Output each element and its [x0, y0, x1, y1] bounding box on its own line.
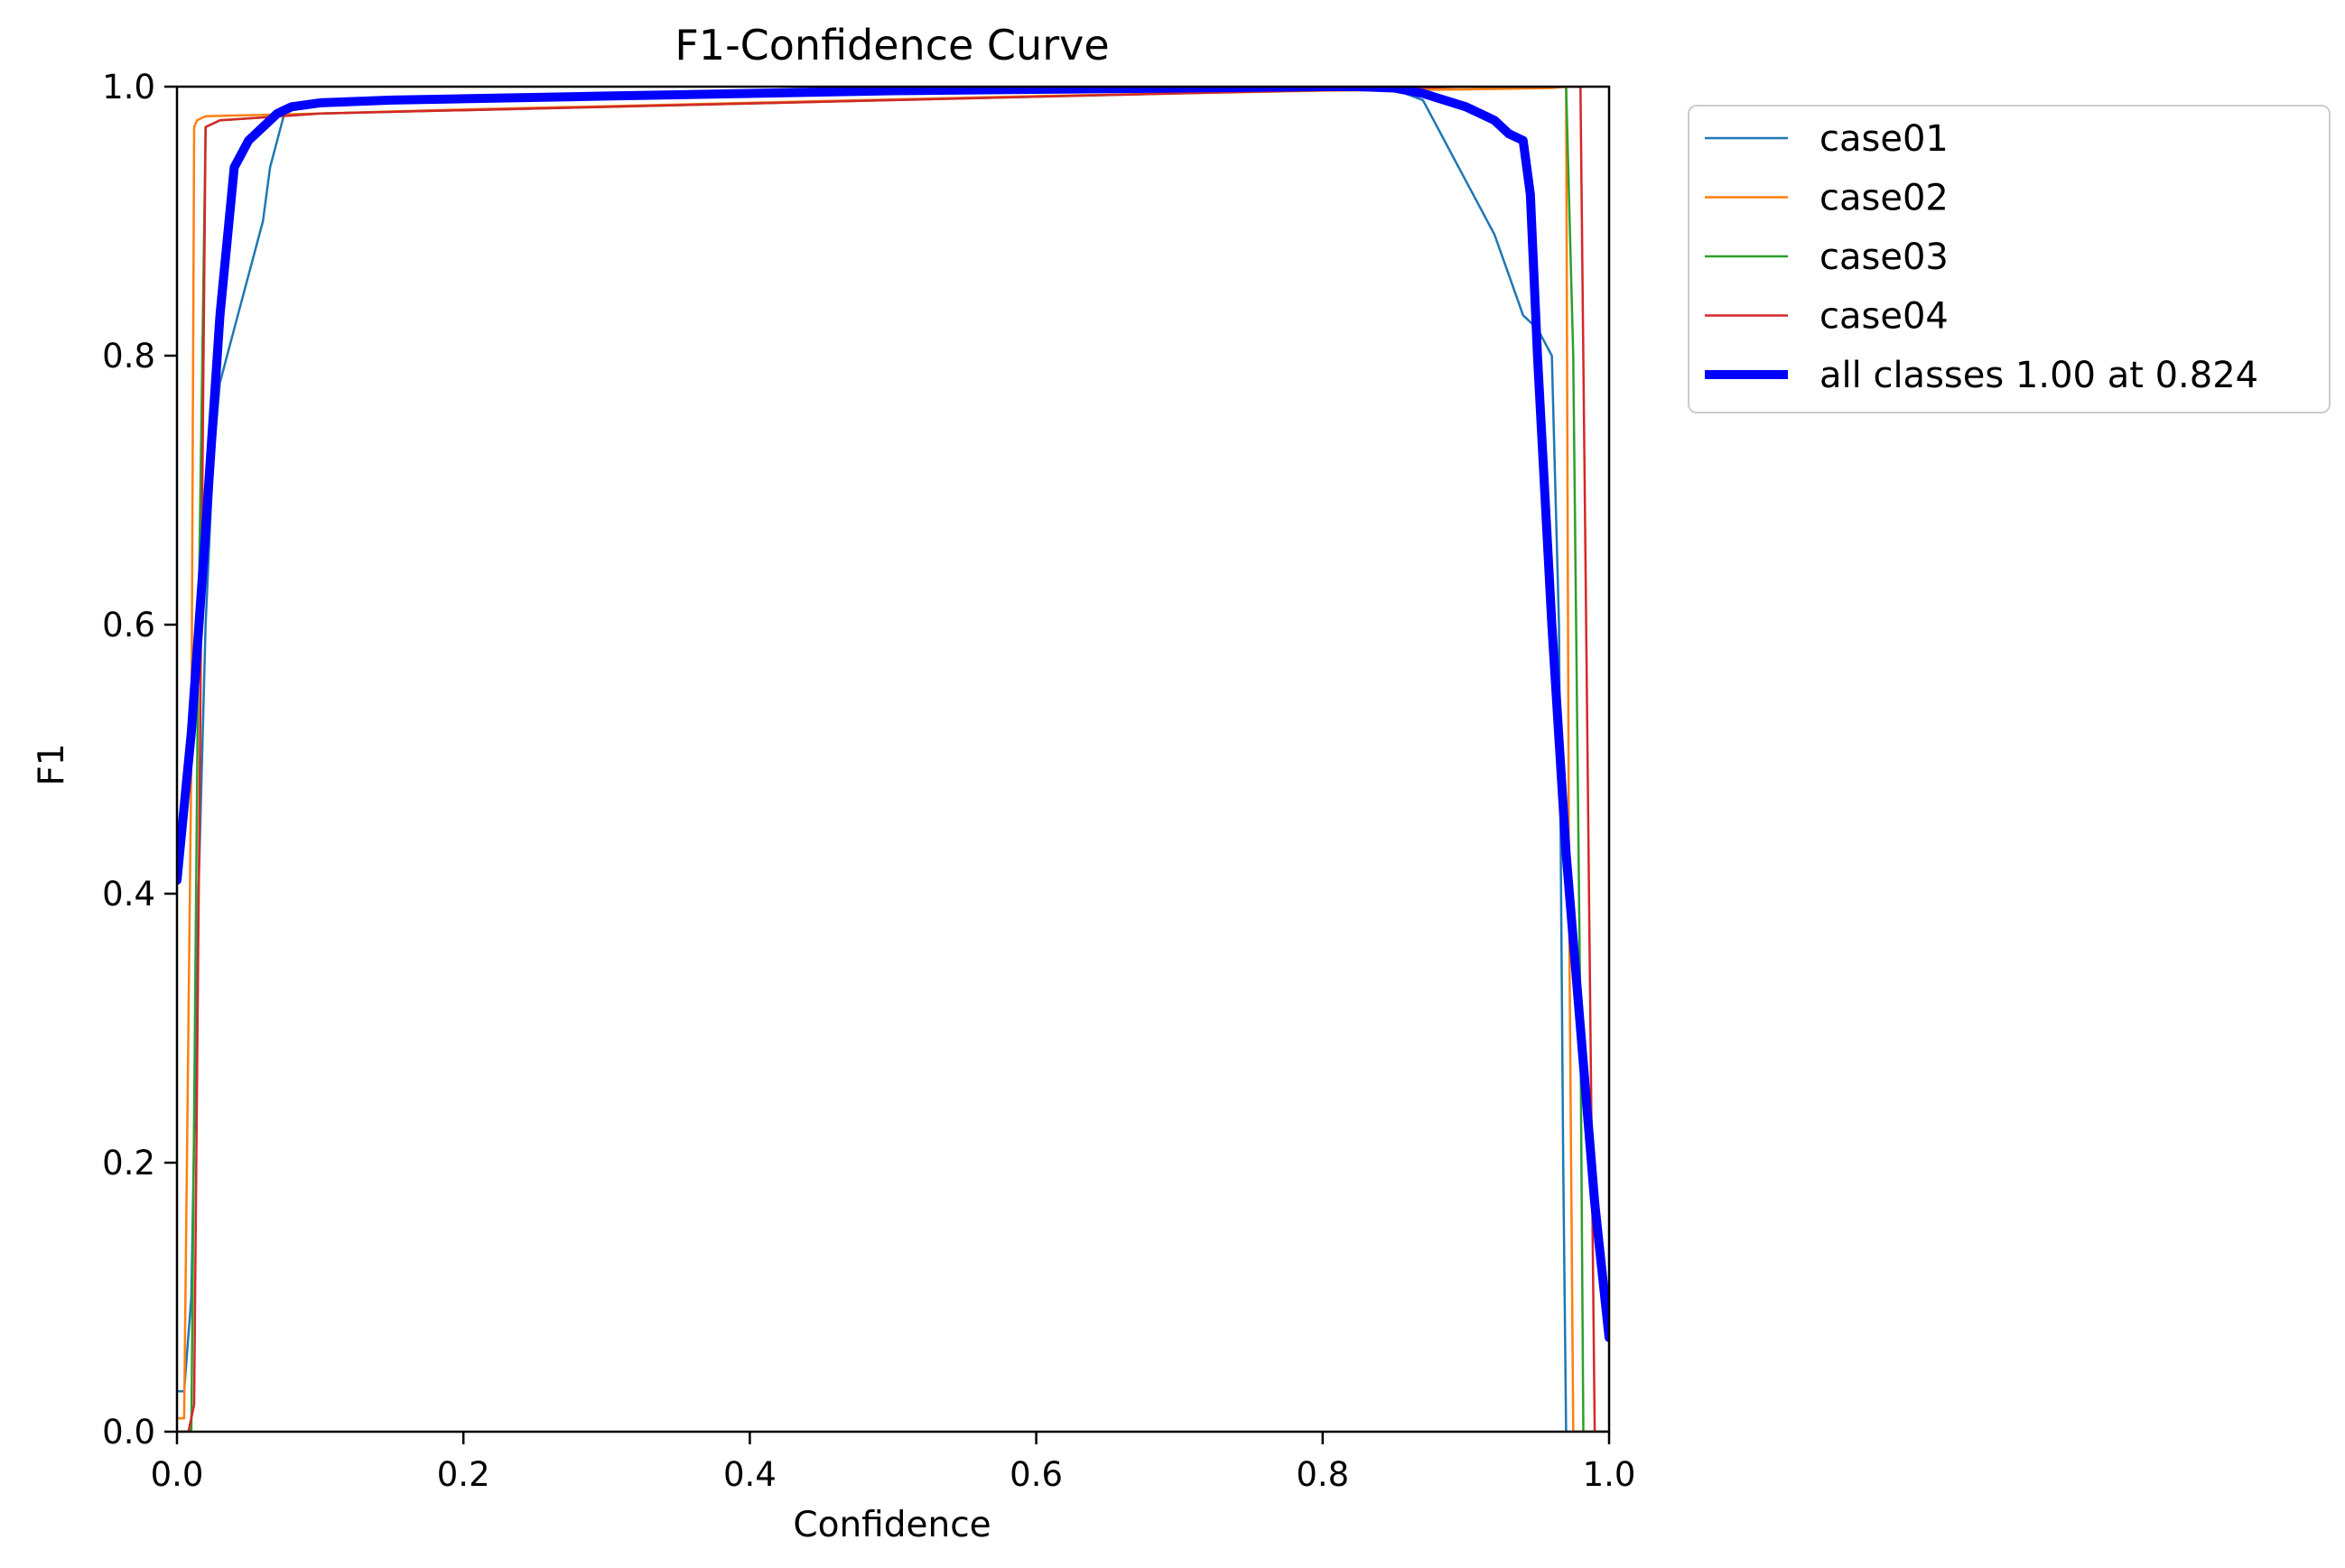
- legend-entry-label: case03: [1819, 237, 1949, 278]
- x-tick-label: 0.4: [723, 1455, 777, 1494]
- series-line-case04: [177, 87, 1609, 1432]
- legend: case01 case02 case03 case04 all classes 1.00…: [1688, 105, 2331, 413]
- chart-title: F1-Confidence Curve: [675, 21, 1109, 70]
- y-tick-label: 0.2: [102, 1144, 155, 1183]
- y-tick-label: 0.0: [102, 1413, 155, 1452]
- legend-entry-label: case04: [1819, 296, 1949, 338]
- x-tick-label: 1.0: [1583, 1455, 1636, 1494]
- x-tick-label: 0.2: [437, 1455, 490, 1494]
- x-tick-label: 0.8: [1296, 1455, 1349, 1494]
- y-tick-label: 0.8: [102, 337, 155, 376]
- x-tick-label: 0.6: [1010, 1455, 1063, 1494]
- y-tick-label: 1.0: [102, 68, 155, 107]
- legend-entry-label: case02: [1819, 178, 1949, 219]
- y-tick-label: 0.4: [102, 875, 155, 914]
- legend-entry-label: all classes 1.00 at 0.824: [1819, 355, 2258, 396]
- x-tick-label: 0.0: [151, 1455, 204, 1494]
- series-lines: [177, 87, 1609, 1432]
- axis-ticks: 0.0 0.2 0.4 0.6 0.8 1.0 0.0 0.2 0.4 0.6 0.8 1.0: [102, 68, 1635, 1494]
- y-tick-label: 0.6: [102, 606, 155, 645]
- plot-frame: [175, 85, 1611, 1433]
- y-axis-label: F1: [32, 743, 72, 785]
- legend-entry-label: case01: [1819, 118, 1949, 160]
- x-axis-label: Confidence: [793, 1505, 991, 1545]
- legend-box: [1688, 105, 2331, 413]
- series-line-all-classes-1-00-at-0-824: [177, 87, 1609, 1342]
